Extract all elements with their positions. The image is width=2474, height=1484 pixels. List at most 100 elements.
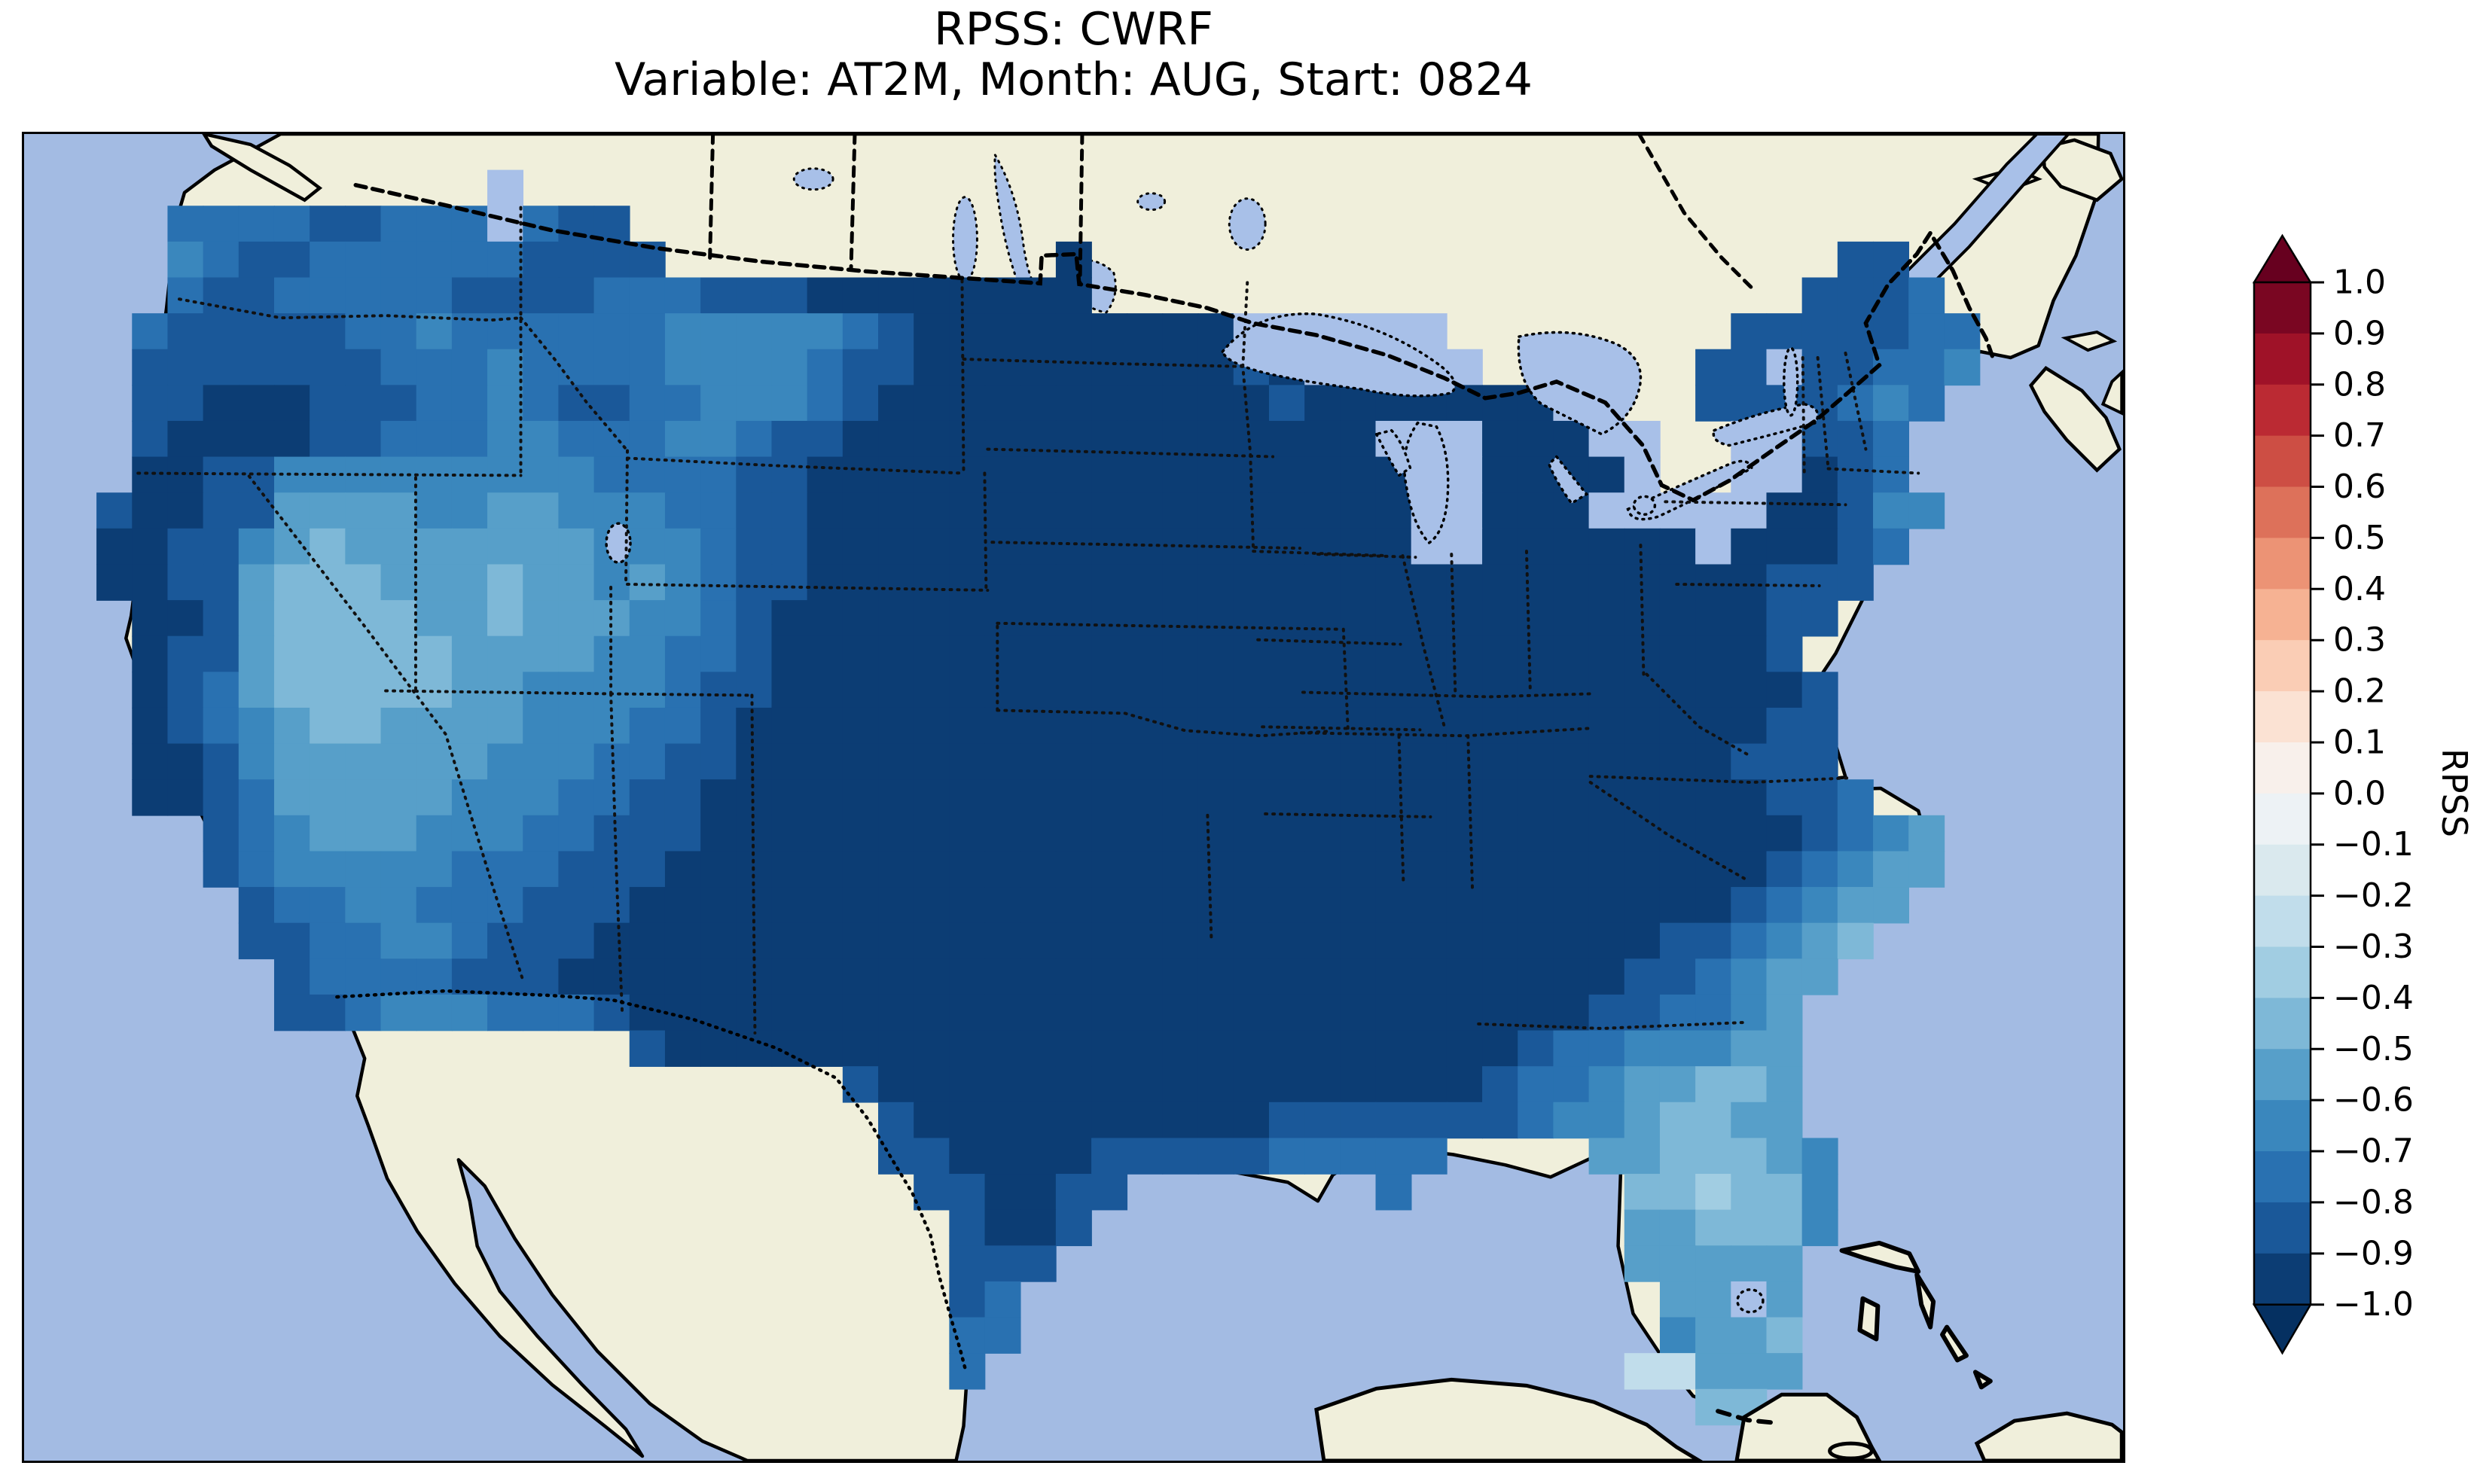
grid-cell [1801, 887, 1838, 924]
grid-cell [1268, 600, 1305, 637]
grid-cell [416, 743, 453, 780]
grid-cell [593, 349, 630, 386]
grid-cell [238, 492, 275, 529]
colorbar-segment [2254, 1100, 2311, 1152]
grid-cell [380, 994, 417, 1031]
grid-cell [914, 672, 950, 708]
grid-cell [1268, 779, 1305, 816]
grid-cell [629, 456, 666, 494]
grid-cell [1340, 564, 1377, 601]
grid-cell [1908, 277, 1945, 314]
grid-cell [380, 206, 417, 242]
grid-cell [1659, 1281, 1696, 1318]
grid-cell [238, 887, 275, 924]
grid-cell [1837, 241, 1874, 279]
grid-cell [1446, 707, 1483, 745]
colorbar-tick-label: 0.4 [2333, 570, 2386, 608]
grid-cell [273, 564, 310, 601]
grid-cell [1091, 1066, 1128, 1103]
grid-cell-water [1624, 456, 1661, 494]
grid-cell [984, 349, 1021, 386]
grid-cell [1766, 1245, 1803, 1282]
colorbar-tick-label: 0.9 [2333, 314, 2386, 352]
grid-cell [1055, 672, 1092, 708]
cuba [1314, 1377, 1704, 1461]
grid-cell [771, 815, 808, 852]
grid-cell [310, 492, 346, 529]
grid-cell [1233, 564, 1270, 601]
grid-cell [1695, 1174, 1732, 1211]
grid-cell [878, 600, 915, 637]
grid-cell [1588, 958, 1625, 995]
lake-okeechobee [1736, 1288, 1765, 1314]
grid-cell [238, 277, 275, 314]
state-border-vt-nh [1816, 355, 1830, 471]
grid-cell [1162, 1138, 1199, 1175]
grid-cell [1020, 492, 1057, 529]
grid-cell [842, 277, 879, 314]
grid-cell [1020, 385, 1057, 422]
grid-cell [1268, 420, 1305, 458]
grid-cell [1233, 922, 1270, 960]
grid-cell [523, 815, 560, 852]
grid-cell [1411, 707, 1447, 745]
grid-cell [451, 779, 488, 816]
grid-cell [736, 672, 773, 708]
grid-cell [914, 564, 950, 601]
grid-cell [273, 241, 310, 279]
grid-cell [310, 635, 346, 673]
grid-cell [771, 349, 808, 386]
grid-cell [1873, 241, 1909, 279]
grid-cell [273, 385, 310, 422]
grid-cell [1304, 672, 1341, 708]
grid-cell [700, 528, 737, 565]
grid-cell [1695, 1245, 1732, 1282]
grid-cell [629, 313, 666, 350]
grid-cell [1055, 492, 1092, 529]
grid-cell [1731, 313, 1768, 350]
grid-cell [558, 815, 595, 852]
grid-cell [736, 492, 773, 529]
grid-cell [1482, 707, 1519, 745]
grid-cell [1731, 887, 1768, 924]
grid-cell [1304, 528, 1341, 565]
grid-cell [1127, 1030, 1164, 1067]
grid-cell [558, 994, 595, 1031]
grid-cell [771, 707, 808, 745]
grid-cell [771, 851, 808, 888]
grid-cell [380, 492, 417, 529]
grid-cell-water [1446, 492, 1483, 529]
grid-cell [842, 528, 879, 565]
grid-cell [1127, 1138, 1164, 1175]
grid-cell [1731, 1174, 1768, 1211]
state-border-ok-tx [996, 624, 1329, 738]
grid-cell [1695, 600, 1732, 637]
grand-bahama-island [1839, 1240, 1921, 1274]
grid-cell [416, 851, 453, 888]
grid-cell [1482, 887, 1519, 924]
grid-cell [1482, 672, 1519, 708]
grid-cell [878, 815, 915, 852]
grid-cell [380, 743, 417, 780]
grid-cell [167, 600, 204, 637]
grid-cell [1162, 994, 1199, 1031]
colorbar-tick-label: 0.7 [2333, 416, 2386, 455]
grid-cell [629, 672, 666, 708]
grid-cell [1588, 635, 1625, 673]
grid-cell [273, 492, 310, 529]
state-border-42n [136, 471, 523, 477]
grid-cell [1837, 277, 1874, 314]
grid-cell [700, 492, 737, 529]
grid-cell [949, 958, 986, 995]
grid-cell [203, 420, 239, 458]
state-border-nd-sd [962, 357, 1249, 368]
grid-cell [238, 635, 275, 673]
grid-cell [842, 887, 879, 924]
grid-cell [273, 277, 310, 314]
grid-cell [1127, 456, 1164, 494]
grid-cell [487, 385, 524, 422]
grid-cell [451, 958, 488, 995]
grid-cell [345, 492, 382, 529]
grid-cell [736, 313, 773, 350]
grid-cell [487, 672, 524, 708]
